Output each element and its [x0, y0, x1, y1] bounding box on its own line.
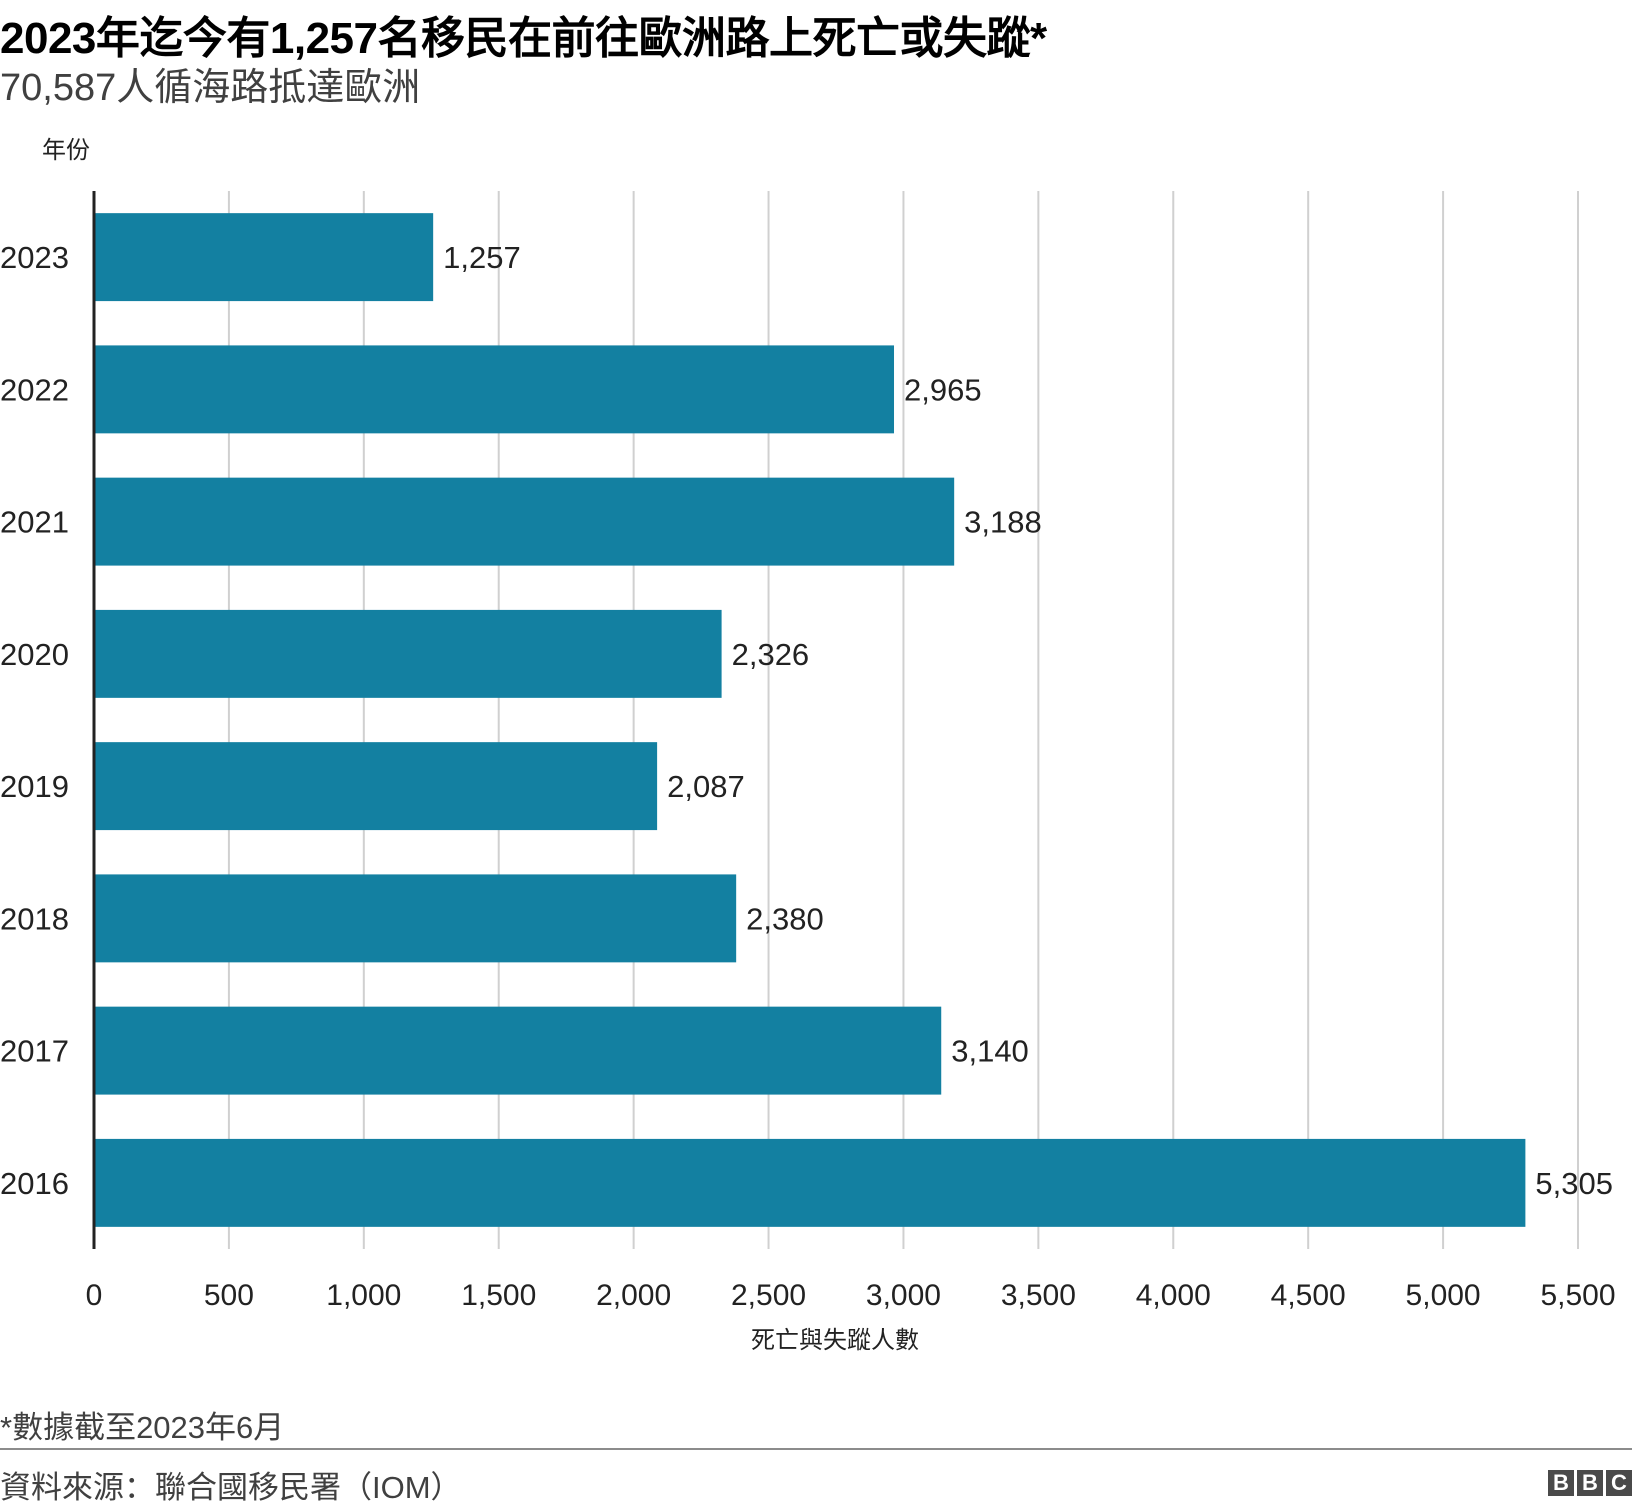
footer-divider: [0, 1448, 1632, 1450]
x-tick-labels: 0 500 1,000 1,500 2,000 2,500 3,000 3,500 4,000 4…: [86, 1279, 1616, 1312]
x-tick-label: 4,000: [1136, 1279, 1211, 1312]
value-label: 1,257: [443, 240, 521, 275]
chart-subtitle: 70,587人循海路抵達歐洲: [0, 67, 421, 109]
bar-2019: [94, 742, 658, 831]
x-tick-label: 5,000: [1406, 1279, 1481, 1312]
bars: [94, 213, 1526, 1227]
x-axis-title: 死亡與失蹤人數: [751, 1327, 919, 1354]
value-label: 2,965: [904, 372, 982, 407]
x-tick-label: 4,500: [1271, 1279, 1346, 1312]
x-tick-label: 3,000: [866, 1279, 941, 1312]
bar-2018: [94, 874, 737, 963]
category-label: 2021: [0, 505, 69, 540]
x-tick-label: 1,000: [326, 1279, 401, 1312]
chart-title: 2023年迄今有1,257名移民在前往歐洲路上死亡或失蹤*: [0, 14, 1047, 63]
value-label: 5,305: [1535, 1166, 1613, 1201]
value-label: 2,326: [732, 637, 810, 672]
x-tick-label: 5,500: [1540, 1279, 1615, 1312]
value-label: 3,188: [964, 505, 1042, 540]
category-label: 2018: [0, 901, 69, 936]
x-tick-label: 2,000: [596, 1279, 671, 1312]
category-label: 2017: [0, 1034, 69, 1069]
value-label: 3,140: [951, 1034, 1029, 1069]
category-label: 2020: [0, 637, 69, 672]
bar-2017: [94, 1006, 942, 1095]
value-labels: 1,257 2,965 3,188 2,326 2,087 2,380 3,140 5,305: [443, 240, 1613, 1201]
value-label: 2,380: [746, 901, 824, 936]
bar-2022: [94, 345, 895, 434]
x-tick-label: 1,500: [461, 1279, 536, 1312]
bar-2021: [94, 477, 955, 566]
x-tick-label: 0: [86, 1279, 103, 1312]
bbc-logo-letter: C: [1606, 1470, 1632, 1496]
category-label: 2019: [0, 769, 69, 804]
bar-chart: 1,257 2,965 3,188 2,326 2,087 2,380 3,140 5,305…: [0, 137, 1616, 1354]
footnote: *數據截至2023年6月: [0, 1410, 285, 1445]
bbc-logo-letter: B: [1548, 1470, 1574, 1496]
bar-2023: [94, 213, 434, 302]
bar-2016: [94, 1138, 1526, 1227]
value-label: 2,087: [667, 769, 745, 804]
x-tick-label: 2,500: [731, 1279, 806, 1312]
category-label: 2016: [0, 1166, 69, 1201]
category-label: 2022: [0, 372, 69, 407]
source-note: 資料來源：聯合國移民署（IOM）: [0, 1470, 462, 1505]
bbc-logo-letter: B: [1577, 1470, 1603, 1496]
x-tick-label: 500: [204, 1279, 254, 1312]
category-labels: 2023 2022 2021 2020 2019 2018 2017 2016: [0, 240, 69, 1201]
category-label: 2023: [0, 240, 69, 275]
bar-2020: [94, 609, 722, 698]
x-tick-label: 3,500: [1001, 1279, 1076, 1312]
bbc-logo: B B C: [1548, 1470, 1632, 1496]
y-axis-title: 年份: [42, 137, 90, 164]
